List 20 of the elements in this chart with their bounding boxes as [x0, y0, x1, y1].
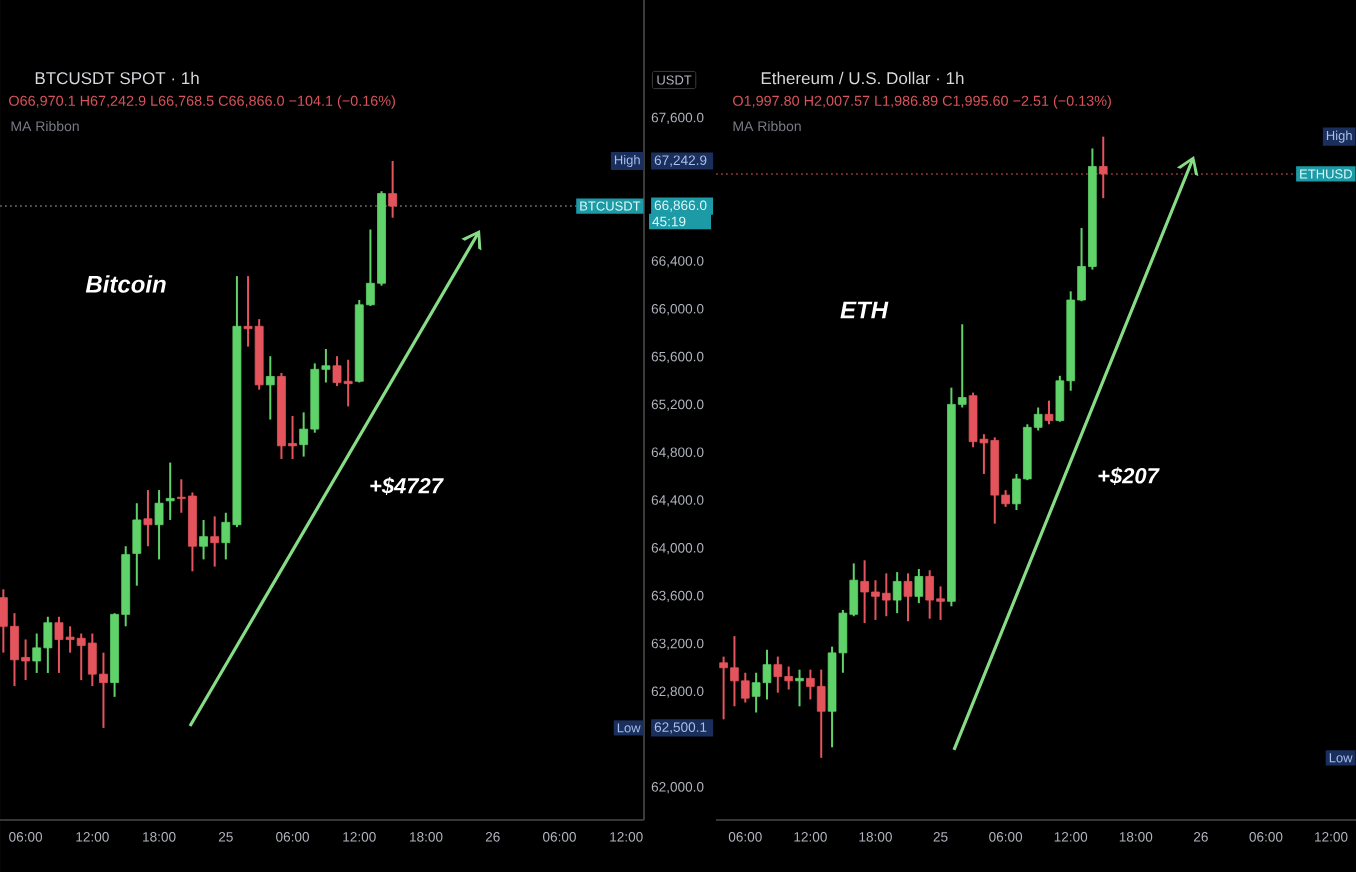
- candlestick: [388, 160, 398, 219]
- candlestick: [143, 489, 153, 548]
- candlestick: [892, 571, 902, 615]
- annotation: ETH: [840, 301, 889, 319]
- annotation: +$207: [1098, 467, 1160, 485]
- annotation: +$4727: [370, 477, 444, 495]
- candlestick: [210, 515, 220, 568]
- candlestick: [199, 518, 208, 561]
- candlestick: [795, 668, 804, 708]
- text: BTCUSDT SPOT · 1h: [35, 71, 199, 85]
- candlestick: [265, 355, 275, 421]
- candlestick: [154, 489, 164, 561]
- annotation: Bitcoin: [85, 275, 166, 293]
- candlestick: [1044, 399, 1054, 426]
- chart-title: Ethereum / U.S. Dollar · 1h: [761, 71, 964, 85]
- candlestick: [914, 568, 924, 605]
- candlestick: [132, 502, 142, 587]
- candlestick: [165, 461, 175, 521]
- candlestick: [1098, 135, 1108, 200]
- candlestick: [903, 572, 913, 623]
